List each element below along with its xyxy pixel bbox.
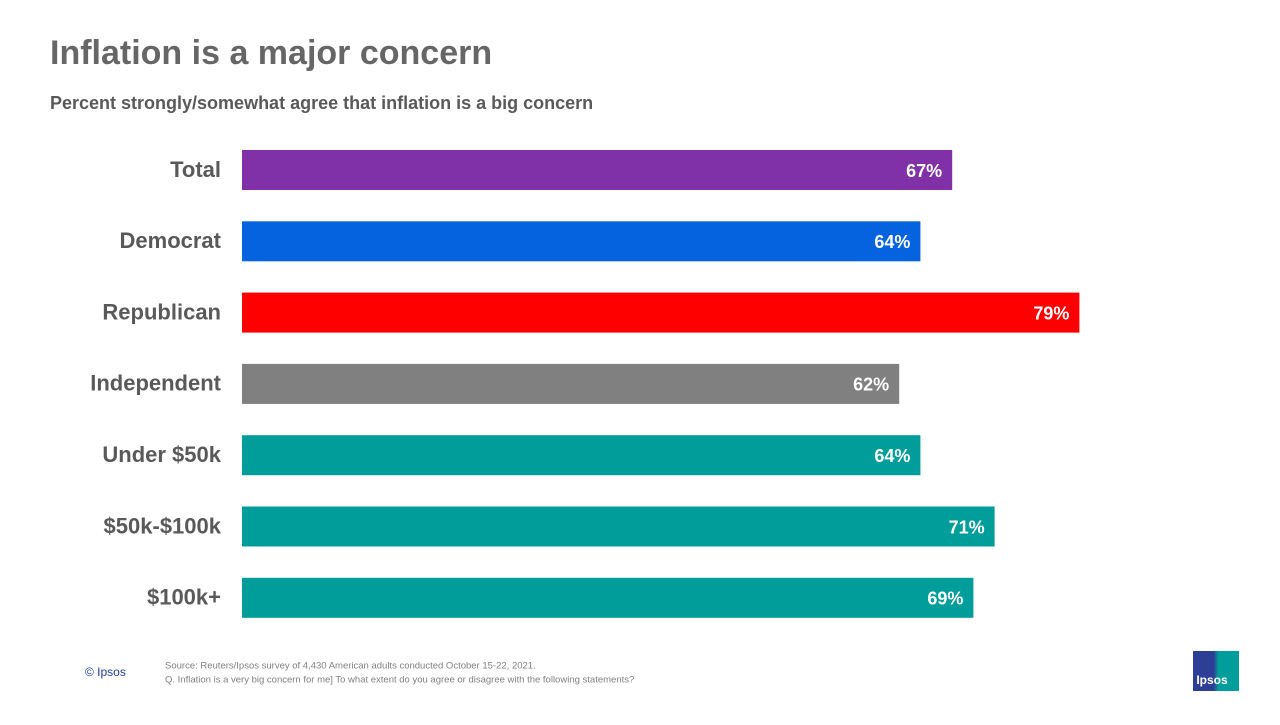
chart-subtitle: Percent strongly/somewhat agree that inf… [50, 93, 593, 113]
bar [242, 221, 921, 262]
source-note: Source: Reuters/Ipsos survey of 4,430 Am… [165, 661, 536, 672]
value-label: 62% [853, 375, 889, 395]
bar [242, 363, 900, 404]
value-label: 79% [1033, 303, 1069, 323]
bar [242, 150, 953, 190]
value-label: 64% [874, 232, 910, 252]
chart-title: Inflation is a major concern [50, 34, 492, 72]
category-label: Total [170, 157, 221, 182]
category-label: $100k+ [147, 585, 221, 610]
category-label: $50k-$100k [104, 513, 222, 538]
category-label: Independent [90, 371, 221, 396]
bar [242, 577, 974, 618]
value-label: 64% [874, 446, 910, 466]
value-label: 69% [927, 589, 963, 609]
bar [242, 292, 1080, 333]
logo-text: Ipsos [1196, 673, 1228, 687]
bar [242, 506, 995, 547]
value-label: 71% [949, 517, 985, 537]
source-note: Q. Inflation is a very big concern for m… [165, 675, 634, 686]
category-label: Republican [102, 299, 221, 324]
copyright: © Ipsos [85, 665, 126, 679]
category-label: Democrat [120, 228, 222, 253]
bar [242, 435, 921, 476]
logo [1193, 651, 1239, 691]
value-label: 67% [906, 161, 942, 181]
category-label: Under $50k [102, 442, 221, 467]
